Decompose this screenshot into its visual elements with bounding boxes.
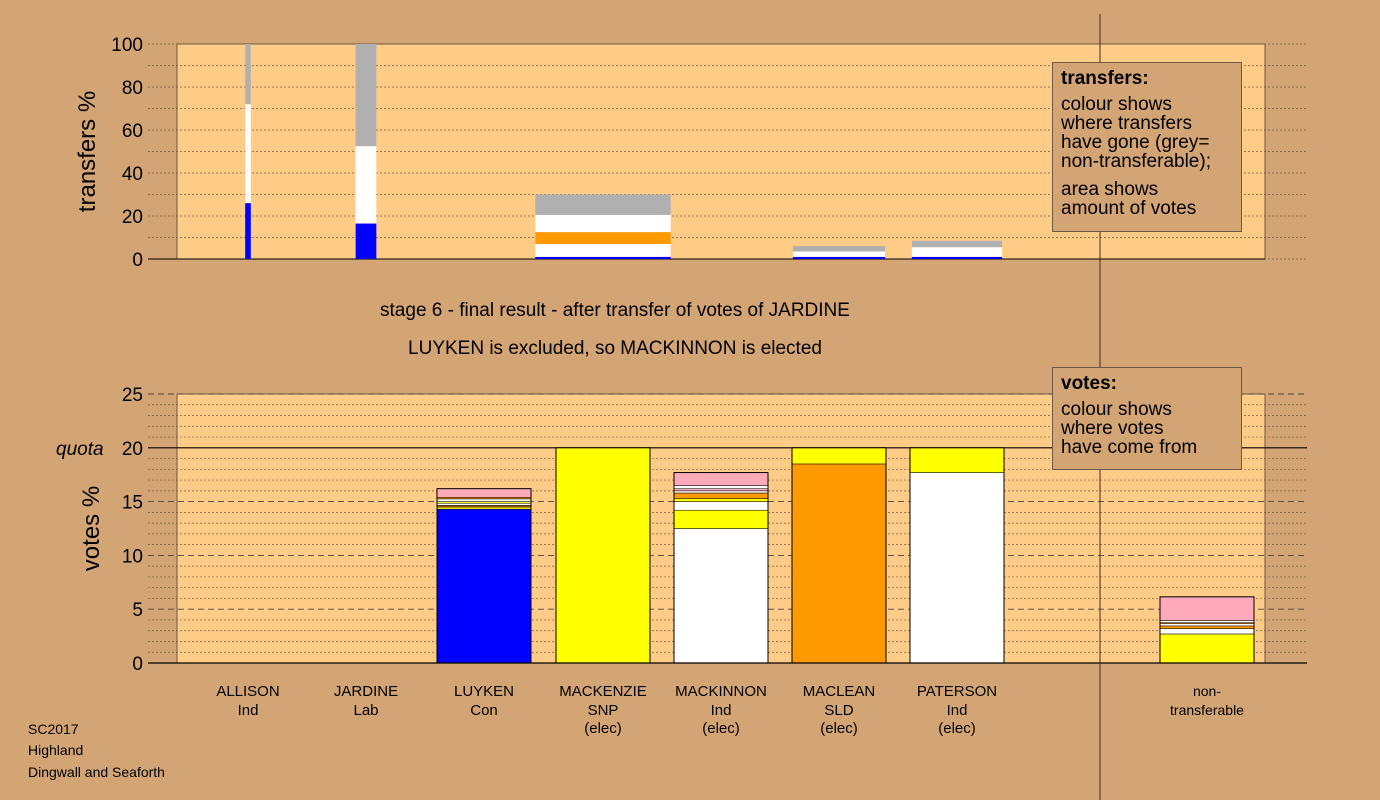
candidate-status-label: (elec) <box>820 720 858 737</box>
transfer-segment-paterson <box>911 247 1003 257</box>
transfers-legend-line: non-transferable); <box>1061 151 1211 172</box>
candidate-name-label: MACKINNON <box>675 683 767 700</box>
votes-legend: votes: colour shows where votes have com… <box>1052 367 1242 470</box>
vote-segment <box>673 509 769 529</box>
transfers-y-tick-label: 20 <box>122 207 143 228</box>
candidate-party-label: Ind <box>238 702 259 719</box>
vote-segment <box>436 498 532 502</box>
candidate-name-label: non- <box>1193 683 1221 699</box>
transfers-legend-line: amount of votes <box>1061 198 1197 219</box>
transfers-legend: transfers: colour shows where transfers … <box>1052 62 1242 232</box>
votes-y-tick-label: 0 <box>132 654 143 675</box>
transfers-legend-line: where transfers <box>1061 113 1192 134</box>
vote-segment <box>436 488 532 498</box>
transfer-segment-paterson <box>911 240 1003 248</box>
vote-segment <box>673 490 769 494</box>
transfers-legend-line: colour shows <box>1061 94 1172 115</box>
vote-segment <box>791 447 887 465</box>
transfers-y-tick-label: 60 <box>122 121 143 142</box>
transfer-segment-allison <box>245 104 251 204</box>
transfer-segment-maclean <box>792 251 886 257</box>
vote-segment <box>1159 623 1255 627</box>
votes-y-tick-label: 10 <box>122 546 143 567</box>
candidate-status-label: (elec) <box>702 720 740 737</box>
transfers-legend-line: area shows <box>1061 179 1159 200</box>
votes-y-tick-label: 20 <box>122 439 143 460</box>
stage-subtitle: LUYKEN is excluded, so MACKINNON is elec… <box>408 338 822 359</box>
votes-y-axis-label: votes % <box>78 486 105 571</box>
footer-election: SC2017 <box>28 721 79 737</box>
candidate-party-label: Ind <box>711 702 732 719</box>
vote-segment <box>673 485 769 489</box>
transfer-segment-mackenzie <box>535 243 671 257</box>
votes-legend-title: votes: <box>1061 373 1117 394</box>
candidate-party-label: Lab <box>353 702 378 719</box>
quota-label: quota <box>56 439 104 460</box>
transfer-segment-mackenzie <box>535 194 671 215</box>
votes-y-tick-label: 5 <box>132 600 143 621</box>
candidate-name-label: MACKENZIE <box>559 683 647 700</box>
vote-segment <box>909 472 1005 664</box>
votes-legend-line: where votes <box>1061 418 1164 439</box>
vote-segment <box>1159 628 1255 635</box>
vote-segment <box>673 501 769 511</box>
footer-ward: Dingwall and Seaforth <box>28 764 165 780</box>
candidate-name-label: MACLEAN <box>803 683 876 700</box>
candidate-name-label: PATERSON <box>917 683 997 700</box>
candidate-status-label: (elec) <box>584 720 622 737</box>
vote-segment <box>673 492 769 499</box>
transfer-segment-mackenzie <box>535 256 671 259</box>
transfers-legend-line: have gone (grey= <box>1061 132 1210 153</box>
candidate-name-label: ALLISON <box>216 683 279 700</box>
votes-legend-line: have come from <box>1061 437 1198 458</box>
transfer-segment-maclean <box>792 246 886 252</box>
candidate-status-label: (elec) <box>938 720 976 737</box>
transfers-y-tick-label: 40 <box>122 164 143 185</box>
votes-legend-line: colour shows <box>1061 399 1172 420</box>
candidate-party-label: SLD <box>824 702 853 719</box>
vote-segment <box>555 447 651 664</box>
vote-segment <box>1159 633 1255 664</box>
transfer-segment-jardine <box>355 146 377 224</box>
candidate-name-label: LUYKEN <box>454 683 514 700</box>
candidate-party-label: transferable <box>1170 702 1244 718</box>
candidate-party-label: SNP <box>588 702 619 719</box>
vote-segment <box>1159 625 1255 629</box>
transfer-segment-paterson <box>911 256 1003 259</box>
vote-segment <box>436 502 532 506</box>
transfer-segment-allison <box>245 203 251 259</box>
vote-segment <box>673 498 769 502</box>
vote-segment <box>791 463 887 664</box>
transfer-segment-mackenzie <box>535 232 671 244</box>
votes-y-tick-label: 25 <box>122 385 143 406</box>
transfer-segment-jardine <box>355 44 377 147</box>
vote-segment <box>1159 596 1255 621</box>
transfers-legend-title: transfers: <box>1061 68 1149 89</box>
vote-segment <box>673 528 769 664</box>
transfers-y-tick-label: 80 <box>122 78 143 99</box>
stage-title: stage 6 - final result - after transfer … <box>380 300 850 321</box>
transfer-segment-jardine <box>355 223 377 259</box>
transfers-y-tick-label: 100 <box>111 35 143 56</box>
transfer-segment-allison <box>245 44 251 105</box>
candidate-party-label: Ind <box>947 702 968 719</box>
candidate-name-label: JARDINE <box>334 683 398 700</box>
candidate-party-label: Con <box>470 702 498 719</box>
votes-y-tick-label: 15 <box>122 493 143 514</box>
vote-segment <box>909 447 1005 473</box>
transfer-segment-mackenzie <box>535 214 671 233</box>
transfer-segment-maclean <box>792 256 886 259</box>
vote-segment <box>673 488 769 492</box>
transfers-y-tick-label: 0 <box>132 250 143 271</box>
vote-segment <box>436 508 532 664</box>
vote-segment <box>436 506 532 510</box>
vote-segment <box>673 472 769 486</box>
footer-council: Highland <box>28 742 84 758</box>
transfers-y-axis-label: transfers % <box>74 91 101 212</box>
vote-segment <box>1159 620 1255 623</box>
